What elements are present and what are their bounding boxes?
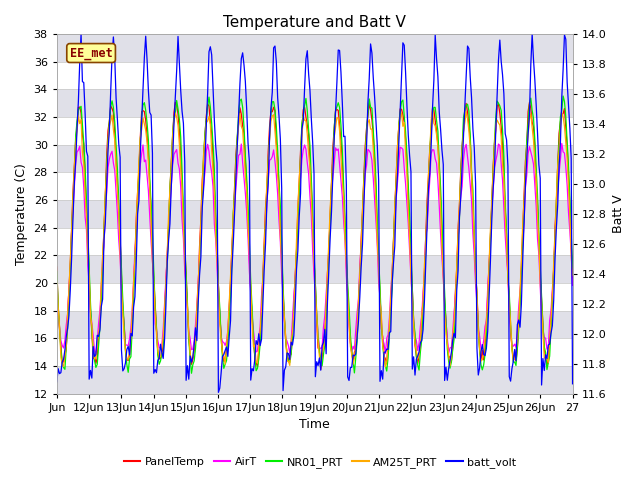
Legend: PanelTemp, AirT, NR01_PRT, AM25T_PRT, batt_volt: PanelTemp, AirT, NR01_PRT, AM25T_PRT, ba…: [119, 452, 521, 472]
Y-axis label: Temperature (C): Temperature (C): [15, 163, 28, 265]
X-axis label: Time: Time: [300, 419, 330, 432]
Bar: [57, 311, 573, 338]
Bar: [57, 34, 573, 61]
Bar: [57, 89, 573, 117]
Text: EE_met: EE_met: [70, 47, 113, 60]
Bar: [57, 255, 573, 283]
Bar: [57, 172, 573, 200]
Bar: [57, 283, 573, 311]
Title: Temperature and Batt V: Temperature and Batt V: [223, 15, 406, 30]
Bar: [57, 228, 573, 255]
Bar: [57, 338, 573, 366]
Bar: [57, 61, 573, 89]
Bar: [57, 200, 573, 228]
Bar: [57, 117, 573, 144]
Bar: [57, 366, 573, 394]
Y-axis label: Batt V: Batt V: [612, 194, 625, 233]
Bar: [57, 144, 573, 172]
